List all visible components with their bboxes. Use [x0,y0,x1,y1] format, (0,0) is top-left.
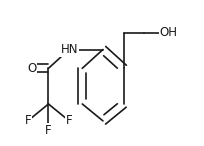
Text: HN: HN [60,43,78,56]
Text: F: F [24,114,31,127]
Text: OH: OH [160,26,178,39]
Text: O: O [27,62,36,75]
Text: F: F [45,124,52,137]
Text: F: F [66,114,72,127]
